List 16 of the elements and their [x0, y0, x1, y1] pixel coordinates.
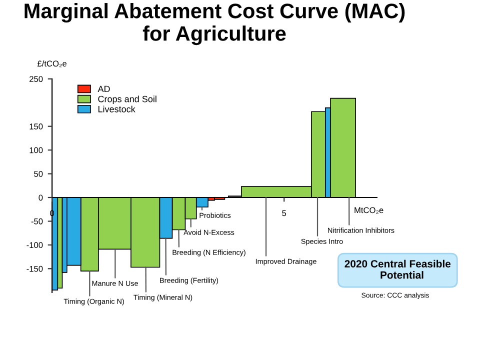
x-axis-title: MtCO₂e	[354, 207, 384, 214]
y-tick-label: -100	[26, 242, 43, 248]
legend-label: Crops and Soil	[98, 96, 156, 104]
annotation: 2020 Central Feasible Potential	[344, 260, 451, 279]
y-tick-label: 50	[34, 170, 43, 177]
y-tick-label: -150	[26, 266, 43, 272]
y-tick-label: 150	[30, 124, 43, 130]
legend-label: AD	[98, 86, 110, 92]
x-tick-label: 5	[282, 210, 286, 216]
y-tick-label: 100	[30, 147, 43, 154]
y-tick-label: -50	[31, 218, 43, 224]
y-tick-label: 0	[38, 194, 43, 201]
y-axis-title: £/tCO₂e	[37, 60, 67, 68]
chart-title: Marginal Abatement Cost Curve (MAC) for Agriculture	[24, 3, 405, 46]
legend-label: Livestock	[98, 106, 136, 112]
y-tick-label: 250	[30, 76, 43, 82]
